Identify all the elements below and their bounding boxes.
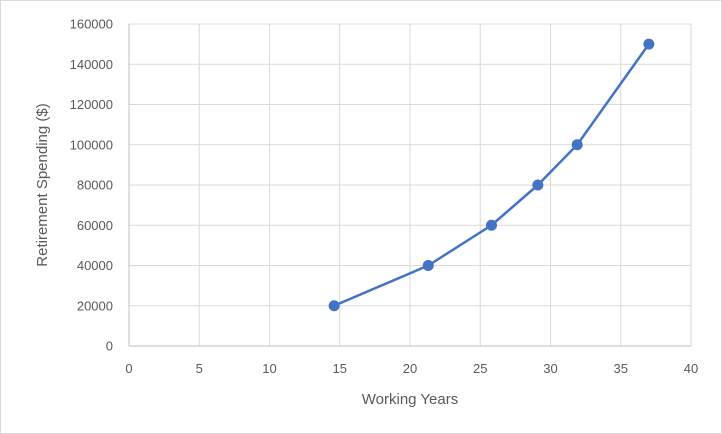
tick-labels: 0 20000 40000 60000 80000 100000 120000 140000 1… xyxy=(70,17,699,377)
data-point xyxy=(532,179,544,191)
data-point xyxy=(422,260,434,271)
data-point xyxy=(328,300,340,312)
y-tick-label: 80000 xyxy=(77,178,113,193)
axes xyxy=(128,24,691,347)
x-tick-label: 5 xyxy=(196,361,203,376)
x-tick-label: 35 xyxy=(614,361,628,376)
x-tick-label: 30 xyxy=(543,361,557,376)
x-tick-label: 25 xyxy=(473,361,487,376)
y-tick-label: 0 xyxy=(106,339,113,354)
x-tick-label: 0 xyxy=(125,361,132,376)
y-axis-title: Retirement Spending ($) xyxy=(34,103,51,266)
y-tick-label: 140000 xyxy=(70,57,113,72)
series-line xyxy=(332,42,651,307)
data-point xyxy=(643,38,655,50)
x-axis-title: Working Years xyxy=(362,391,458,408)
y-tick-label: 160000 xyxy=(70,17,113,32)
data-series xyxy=(328,38,655,312)
data-point xyxy=(485,219,497,231)
x-tick-label: 20 xyxy=(403,361,417,376)
x-tick-label: 10 xyxy=(262,361,276,376)
x-tick-label: 40 xyxy=(684,361,698,376)
y-tick-label: 100000 xyxy=(70,137,113,152)
y-tick-label: 120000 xyxy=(70,97,113,112)
y-tick-label: 60000 xyxy=(77,218,113,233)
gridlines xyxy=(129,23,692,346)
data-point xyxy=(571,139,583,151)
y-tick-label: 40000 xyxy=(77,258,113,273)
y-tick-label: 20000 xyxy=(77,298,113,313)
x-tick-label: 15 xyxy=(333,361,347,376)
